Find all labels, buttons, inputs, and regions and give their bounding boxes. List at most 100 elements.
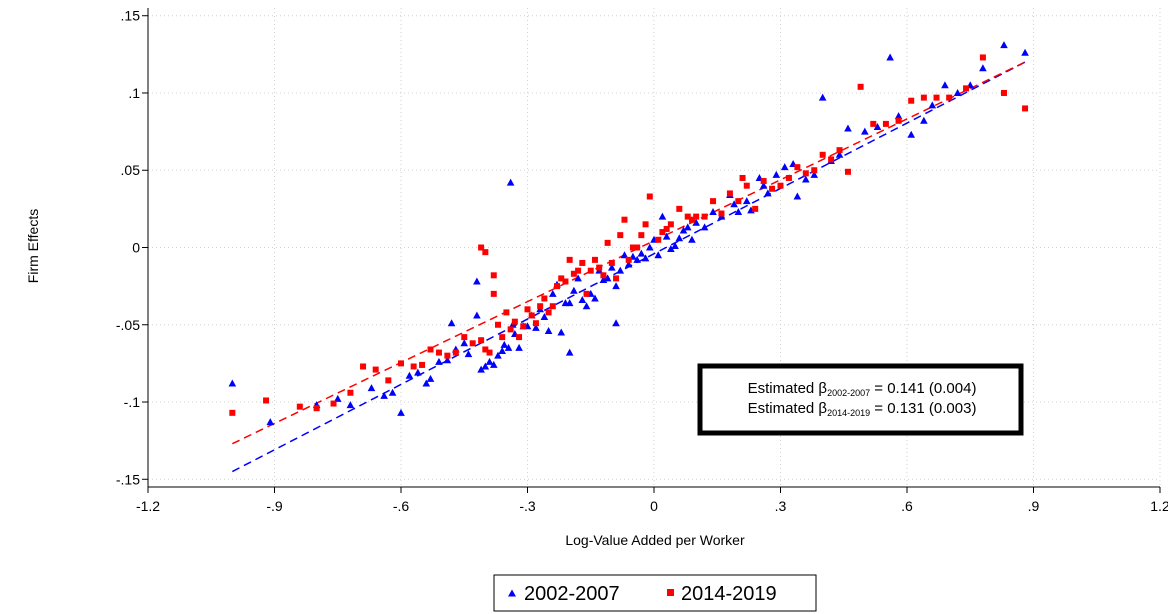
point-2002-2007-66 [667, 245, 675, 253]
y-tick-label-1: -.1 [124, 394, 141, 410]
point-2014-2019-100 [490, 272, 497, 279]
point-2014-2019-21 [490, 290, 497, 297]
point-2014-2019-40 [570, 270, 577, 277]
point-2002-2007-44 [574, 274, 582, 282]
point-2002-2007-90 [818, 93, 827, 101]
point-2014-2019-59 [655, 236, 662, 243]
point-2014-2019-15 [452, 349, 459, 356]
point-2014-2019-99 [482, 249, 489, 256]
x-tick-label-1: -.9 [266, 498, 283, 514]
point-2014-2019-20 [486, 349, 493, 356]
point-2014-2019-8 [385, 377, 392, 384]
point-2014-2019-0 [229, 409, 236, 416]
axes [142, 8, 1161, 493]
point-2002-2007-36 [540, 313, 549, 321]
point-2002-2007-82 [759, 181, 768, 189]
point-2002-2007-68 [675, 234, 684, 242]
point-2002-2007-83 [764, 189, 772, 197]
point-2014-2019-54 [629, 244, 636, 251]
point-2002-2007-43 [570, 286, 578, 294]
point-2002-2007-18 [464, 350, 473, 358]
point-2002-2007-4 [346, 401, 355, 409]
point-2002-2007-58 [633, 255, 641, 263]
x-tick-label-8: 1.2 [1150, 498, 1168, 514]
point-2002-2007-105 [1000, 41, 1008, 49]
point-2014-2019-4 [330, 400, 337, 407]
x-tick-label-2: -.6 [393, 498, 410, 514]
point-2002-2007-108 [473, 277, 481, 285]
point-2002-2007-77 [730, 200, 738, 208]
point-2002-2007-79 [742, 197, 751, 205]
point-2014-2019-89 [895, 117, 902, 124]
point-2014-2019-3 [313, 405, 320, 412]
y-tick-label-0: -.15 [116, 471, 140, 487]
point-2014-2019-66 [693, 213, 700, 220]
point-2014-2019-67 [701, 213, 708, 220]
point-2014-2019-96 [1000, 89, 1007, 96]
point-2002-2007-14 [443, 356, 452, 364]
point-2014-2019-50 [613, 275, 620, 282]
y-tick-label-5: .1 [128, 85, 140, 101]
point-2014-2019-39 [566, 256, 573, 263]
point-2014-2019-97 [1022, 105, 1029, 112]
x-tick-label-4: 0 [650, 498, 658, 514]
point-2002-2007-42 [565, 348, 574, 356]
point-2002-2007-17 [460, 339, 469, 347]
tick-labels: -.15 -.1 -.05 0 .05 .1 .15 -1.2 -.9 -.6 -.3 0 .3 .6 .9… [116, 8, 1168, 514]
point-2002-2007-60 [641, 254, 650, 262]
point-2014-2019-58 [646, 193, 653, 200]
point-2002-2007-15 [447, 319, 456, 327]
annotation-line-1: Estimated β2002-2007 = 0.141 (0.004) [748, 380, 977, 398]
point-2002-2007-21 [481, 362, 490, 370]
point-2014-2019-23 [499, 334, 506, 341]
point-2002-2007-52 [608, 263, 616, 271]
point-2014-2019-69 [718, 210, 725, 217]
point-2002-2007-3 [333, 394, 342, 402]
point-2014-2019-9 [398, 360, 404, 367]
annotation-frame [697, 363, 1024, 436]
point-2002-2007-92 [835, 150, 844, 158]
annotation-2-prefix: Estimated β [748, 400, 828, 417]
y-tick-label-4: .05 [121, 162, 141, 178]
point-2014-2019-93 [946, 94, 953, 101]
legend-marker-2002-2007 [508, 589, 516, 597]
point-2014-2019-75 [760, 178, 767, 185]
point-2002-2007-0 [228, 379, 237, 387]
y-tick-label-6: .15 [121, 8, 141, 24]
point-2014-2019-57 [642, 221, 649, 228]
point-2014-2019-92 [933, 94, 940, 101]
legend-label-2002-2007: 2002-2007 [524, 583, 620, 605]
point-2002-2007-93 [844, 124, 852, 132]
point-2002-2007-72 [692, 218, 700, 226]
point-2002-2007-98 [907, 130, 916, 138]
point-2002-2007-59 [637, 249, 646, 257]
point-2002-2007-64 [658, 212, 667, 220]
x-tick-label-5: .3 [775, 498, 787, 514]
point-2002-2007-46 [582, 302, 591, 310]
point-2014-2019-32 [537, 303, 544, 310]
x-tick-label-7: .9 [1028, 498, 1040, 514]
point-2002-2007-55 [620, 251, 629, 259]
point-2014-2019-10 [410, 363, 417, 370]
point-2014-2019-85 [844, 168, 851, 175]
point-2014-2019-16 [461, 334, 468, 341]
point-2014-2019-35 [549, 303, 556, 310]
point-2014-2019-36 [554, 283, 561, 290]
point-2014-2019-38 [562, 278, 569, 285]
point-2002-2007-104 [979, 64, 987, 72]
annotation-2-suffix: = 0.131 (0.003) [870, 400, 976, 417]
point-2002-2007-13 [435, 357, 443, 365]
point-2014-2019-45 [591, 256, 598, 263]
point-2014-2019-44 [587, 267, 594, 274]
point-2002-2007-69 [679, 226, 688, 234]
point-2014-2019-87 [870, 120, 877, 127]
point-2014-2019-64 [684, 213, 691, 220]
y-tick-label-2: -.05 [116, 317, 140, 333]
point-2014-2019-80 [802, 170, 809, 177]
point-2014-2019-74 [752, 205, 759, 212]
point-2002-2007-101 [941, 81, 949, 89]
point-2002-2007-8 [397, 408, 405, 416]
point-2014-2019-95 [979, 54, 986, 61]
x-tick-label-0: -1.2 [136, 498, 160, 514]
point-2002-2007-20 [477, 365, 485, 373]
